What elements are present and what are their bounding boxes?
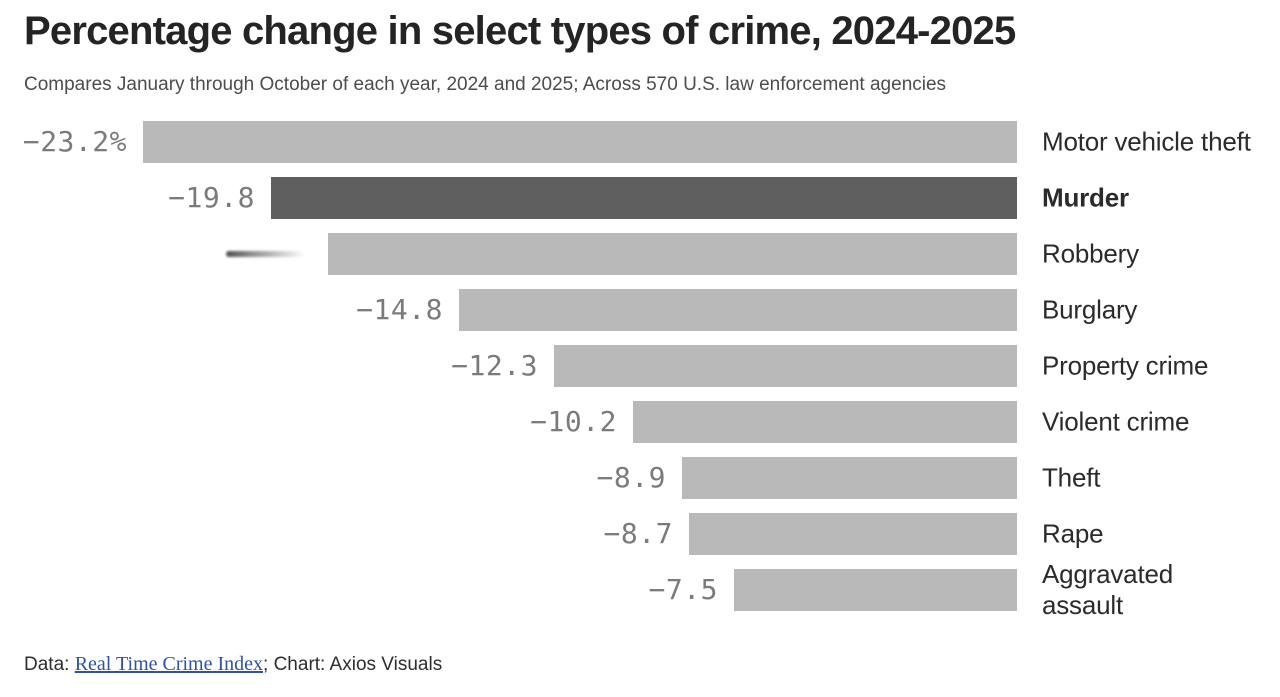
- bar-row-burglary: −14.8 Burglary: [0, 289, 1280, 331]
- bar-value-label: −14.8: [356, 293, 443, 326]
- bar-burglary: [459, 289, 1017, 331]
- bar-row-motor-vehicle-theft: −23.2% Motor vehicle theft: [0, 121, 1280, 163]
- bar-motor-vehicle-theft: [143, 121, 1017, 163]
- bar-row-aggravated-assault: −7.5 Aggravated assault: [0, 559, 1280, 620]
- bar-row-rape: −8.7 Rape: [0, 513, 1280, 555]
- bar-robbery: [328, 233, 1017, 275]
- source-prefix: Data:: [24, 654, 75, 675]
- source-link[interactable]: Real Time Crime Index: [74, 653, 264, 675]
- category-label-aggravated-assault: Aggravated assault: [1042, 559, 1173, 620]
- category-label-motor-vehicle-theft: Motor vehicle theft: [1042, 126, 1251, 157]
- category-label-murder: Murder: [1042, 182, 1129, 213]
- bar-row-robbery: Robbery: [0, 233, 1280, 275]
- category-label-violent-crime: Violent crime: [1042, 406, 1190, 437]
- chart-credit: ; Chart: Axios Visuals: [263, 654, 443, 675]
- bar-theft: [682, 457, 1017, 499]
- category-label-property-crime: Property crime: [1042, 350, 1209, 381]
- bar-row-murder: −19.8 Murder: [0, 177, 1280, 219]
- bar-chart: −23.2% Motor vehicle theft −19.8 Murder Robb…: [0, 121, 1280, 625]
- bar-property-crime: [554, 345, 1017, 387]
- bar-row-property-crime: −12.3 Property crime: [0, 345, 1280, 387]
- bar-aggravated-assault: [734, 569, 1017, 611]
- bar-value-label: −8.7: [603, 517, 673, 550]
- chart-header: Percentage change in select types of cri…: [24, 8, 1256, 97]
- blurred-value-label-artifact: [226, 251, 312, 257]
- bar-rape: [689, 513, 1017, 555]
- source-line: Data: Real Time Crime Index; Chart: Axio…: [24, 653, 442, 676]
- bar-row-violent-crime: −10.2 Violent crime: [0, 401, 1280, 443]
- chart-title: Percentage change in select types of cri…: [24, 9, 1016, 53]
- chart-subtitle: Compares January through October of each…: [24, 74, 947, 95]
- category-label-burglary: Burglary: [1042, 294, 1138, 325]
- category-label-robbery: Robbery: [1042, 238, 1139, 269]
- bar-value-label: −8.9: [596, 461, 666, 494]
- category-label-theft: Theft: [1042, 462, 1101, 493]
- bar-value-label: −10.2: [530, 405, 617, 438]
- bar-value-label: −12.3: [451, 349, 538, 382]
- bar-row-theft: −8.9 Theft: [0, 457, 1280, 499]
- bar-value-label: −23.2%: [22, 125, 127, 158]
- bar-violent-crime: [633, 401, 1017, 443]
- bar-value-label: −19.8: [168, 181, 255, 214]
- category-label-rape: Rape: [1042, 518, 1104, 549]
- bar-value-label: −7.5: [648, 573, 718, 606]
- bar-murder: [271, 177, 1017, 219]
